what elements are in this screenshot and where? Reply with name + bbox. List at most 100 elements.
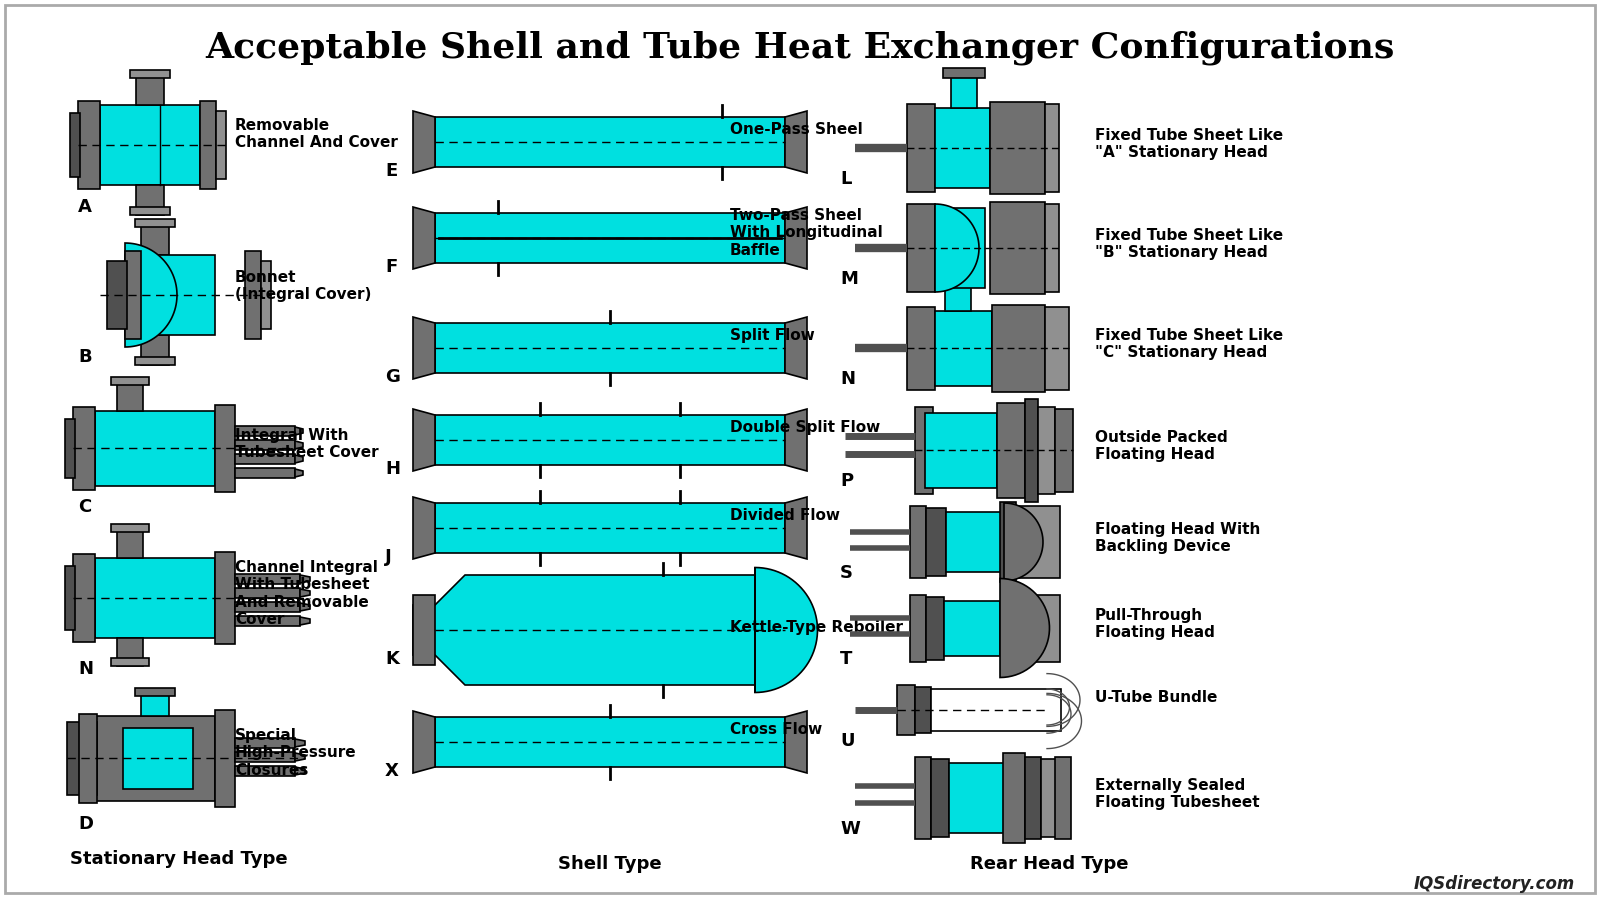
- Text: F: F: [386, 258, 397, 276]
- Bar: [117, 383, 142, 411]
- Text: Outside Packed
Floating Head: Outside Packed Floating Head: [1094, 430, 1227, 463]
- Bar: [94, 411, 214, 486]
- Text: Special
High-Pressure
Closures: Special High-Pressure Closures: [235, 728, 357, 778]
- Bar: [110, 377, 149, 385]
- Bar: [261, 261, 270, 329]
- Bar: [235, 440, 294, 450]
- Bar: [1026, 595, 1059, 662]
- Bar: [107, 261, 126, 329]
- Polygon shape: [301, 603, 310, 611]
- Bar: [235, 738, 294, 748]
- Bar: [435, 415, 786, 465]
- Text: Split Flow: Split Flow: [730, 328, 814, 343]
- Polygon shape: [294, 767, 306, 775]
- Bar: [141, 335, 170, 365]
- Bar: [245, 251, 261, 339]
- Bar: [907, 307, 934, 390]
- Bar: [435, 323, 786, 373]
- Polygon shape: [301, 575, 310, 583]
- Bar: [907, 204, 934, 292]
- Bar: [907, 104, 934, 192]
- Text: Removable
Channel And Cover: Removable Channel And Cover: [235, 118, 398, 150]
- Bar: [915, 757, 931, 839]
- Text: B: B: [78, 348, 91, 366]
- Polygon shape: [413, 568, 818, 692]
- Bar: [216, 111, 226, 179]
- Bar: [934, 108, 990, 188]
- Text: Fixed Tube Sheet Like
"A" Stationary Head: Fixed Tube Sheet Like "A" Stationary Hea…: [1094, 128, 1283, 160]
- Bar: [74, 554, 94, 642]
- Polygon shape: [294, 753, 306, 761]
- Bar: [74, 407, 94, 490]
- Polygon shape: [294, 469, 302, 477]
- Bar: [915, 407, 933, 494]
- Bar: [134, 688, 174, 696]
- Text: N: N: [78, 660, 93, 678]
- Polygon shape: [786, 497, 806, 559]
- Bar: [997, 403, 1026, 498]
- Text: A: A: [78, 198, 91, 216]
- Bar: [925, 413, 997, 488]
- Bar: [141, 694, 170, 716]
- Text: Cross Flow: Cross Flow: [730, 722, 822, 737]
- Polygon shape: [413, 409, 435, 471]
- Bar: [235, 454, 294, 464]
- Bar: [110, 524, 149, 532]
- Bar: [1054, 757, 1070, 839]
- Bar: [934, 311, 992, 386]
- Bar: [235, 752, 294, 762]
- Bar: [413, 595, 435, 665]
- Polygon shape: [413, 207, 435, 269]
- Text: IQSdirectory.com: IQSdirectory.com: [1414, 875, 1574, 893]
- Bar: [934, 208, 984, 288]
- Bar: [946, 512, 1005, 572]
- Bar: [78, 101, 99, 189]
- Polygon shape: [294, 455, 302, 463]
- Text: Rear Head Type: Rear Head Type: [970, 855, 1128, 873]
- Bar: [938, 275, 979, 284]
- Polygon shape: [294, 739, 306, 747]
- Polygon shape: [413, 497, 435, 559]
- Bar: [141, 225, 170, 255]
- Text: X: X: [386, 762, 398, 780]
- Text: W: W: [840, 820, 859, 838]
- Bar: [910, 506, 926, 578]
- Bar: [1054, 409, 1074, 492]
- Text: Acceptable Shell and Tube Heat Exchanger Configurations: Acceptable Shell and Tube Heat Exchanger…: [205, 31, 1395, 66]
- Bar: [1003, 753, 1026, 843]
- Text: One-Pass Sheel: One-Pass Sheel: [730, 122, 862, 137]
- Polygon shape: [786, 111, 806, 173]
- Text: Stationary Head Type: Stationary Head Type: [70, 850, 288, 868]
- Polygon shape: [294, 427, 302, 435]
- Bar: [70, 113, 80, 177]
- Bar: [990, 102, 1045, 194]
- Bar: [898, 685, 915, 735]
- Bar: [99, 105, 200, 185]
- Bar: [1042, 759, 1064, 837]
- Bar: [942, 68, 986, 78]
- Bar: [134, 357, 174, 365]
- Polygon shape: [786, 207, 806, 269]
- Bar: [926, 597, 944, 660]
- Polygon shape: [413, 317, 435, 379]
- Bar: [66, 419, 75, 478]
- Bar: [235, 588, 301, 598]
- Text: Shell Type: Shell Type: [558, 855, 662, 873]
- Bar: [915, 687, 931, 733]
- Bar: [136, 185, 165, 215]
- Text: Two-Pass Sheel
With Longitudinal
Baffle: Two-Pass Sheel With Longitudinal Baffle: [730, 208, 883, 257]
- Polygon shape: [786, 409, 806, 471]
- Bar: [1000, 502, 1016, 582]
- Polygon shape: [125, 243, 178, 347]
- Bar: [1026, 399, 1038, 502]
- Text: Divided Flow: Divided Flow: [730, 508, 840, 523]
- Polygon shape: [294, 441, 302, 449]
- Text: Externally Sealed
Floating Tubesheet: Externally Sealed Floating Tubesheet: [1094, 778, 1259, 810]
- Bar: [214, 405, 235, 492]
- Text: J: J: [386, 548, 392, 566]
- Bar: [235, 426, 294, 436]
- Bar: [235, 602, 301, 612]
- Polygon shape: [934, 204, 979, 292]
- Text: D: D: [78, 815, 93, 833]
- Text: Fixed Tube Sheet Like
"C" Stationary Head: Fixed Tube Sheet Like "C" Stationary Hea…: [1094, 328, 1283, 360]
